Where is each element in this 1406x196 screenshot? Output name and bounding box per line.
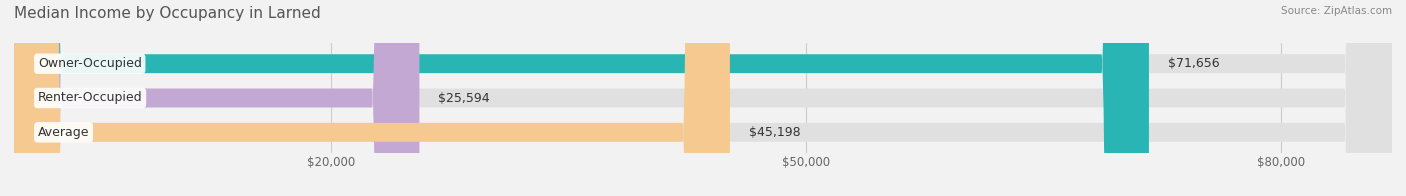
FancyBboxPatch shape [14, 0, 1392, 196]
Text: Owner-Occupied: Owner-Occupied [38, 57, 142, 70]
Text: Median Income by Occupancy in Larned: Median Income by Occupancy in Larned [14, 6, 321, 21]
Text: Source: ZipAtlas.com: Source: ZipAtlas.com [1281, 6, 1392, 16]
FancyBboxPatch shape [14, 0, 1392, 196]
Text: $71,656: $71,656 [1168, 57, 1219, 70]
Text: Average: Average [38, 126, 90, 139]
FancyBboxPatch shape [14, 0, 1149, 196]
Text: $25,594: $25,594 [439, 92, 491, 104]
FancyBboxPatch shape [14, 0, 1392, 196]
Text: Renter-Occupied: Renter-Occupied [38, 92, 142, 104]
FancyBboxPatch shape [14, 0, 419, 196]
FancyBboxPatch shape [14, 0, 730, 196]
Text: $45,198: $45,198 [749, 126, 800, 139]
